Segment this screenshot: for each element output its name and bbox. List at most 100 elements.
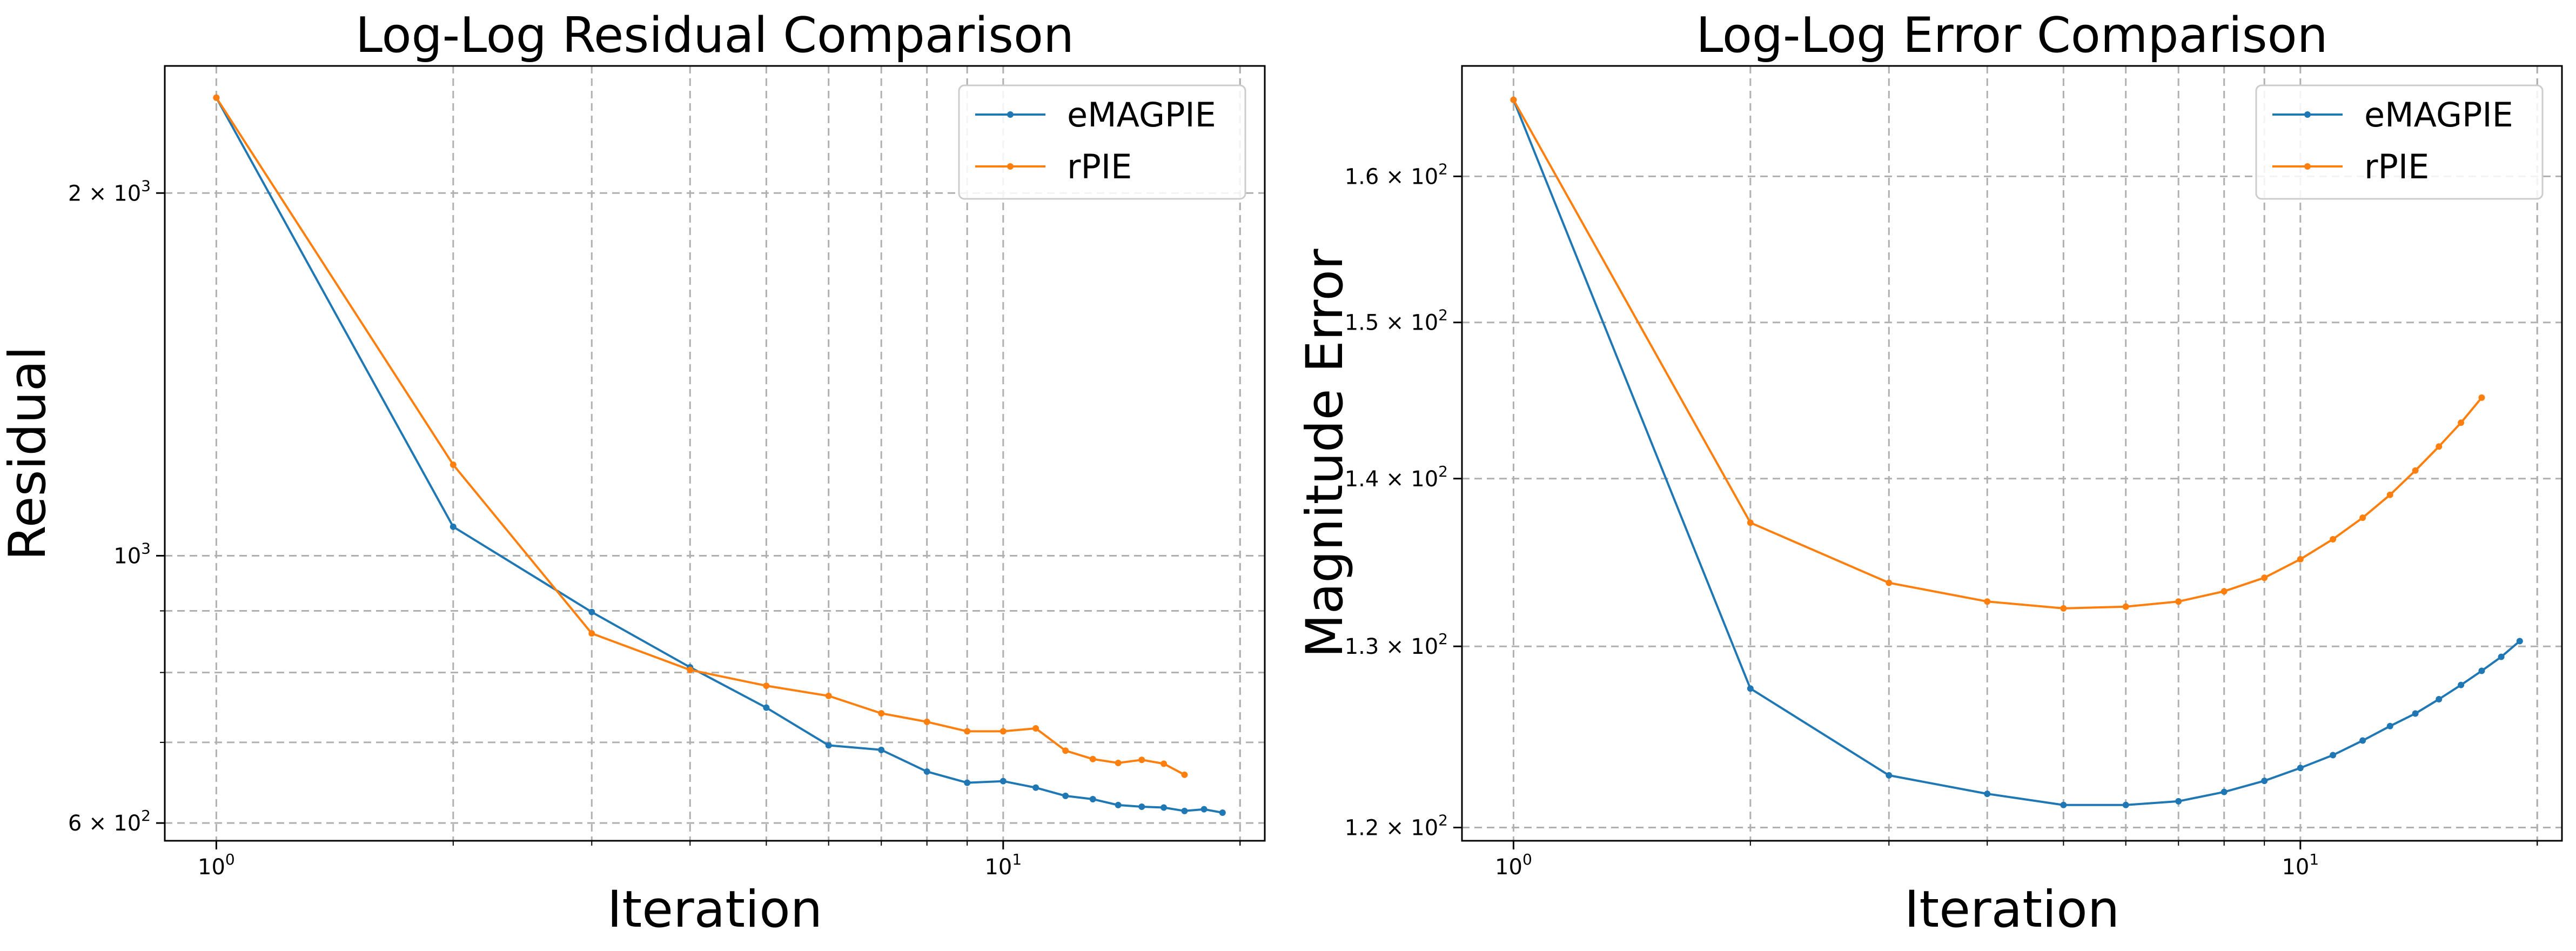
residual-emagpie-point: [1200, 806, 1208, 813]
residual-rpie-point: [1089, 755, 1096, 762]
residual-chart-panel: 100 101 6 × 102 103 2 × 103 Log-Log Residual …: [0, 7, 1266, 939]
error-rpie-point: [1984, 598, 1991, 605]
residual-rpie-point: [923, 718, 930, 725]
residual-rpie-point: [687, 666, 694, 673]
error-emagpie-point: [2261, 778, 2268, 785]
residual-rpie-point: [1115, 759, 1122, 766]
error-series-rpie: [1510, 96, 2485, 612]
residual-rpie-point: [964, 728, 971, 735]
residual-x-axis-label: Iteration: [607, 880, 823, 939]
residual-rpie-point: [999, 728, 1007, 735]
error-emagpie-point: [2458, 681, 2465, 688]
error-legend-label-rpie: rPIE: [2364, 147, 2429, 186]
error-plot-frame: [1461, 65, 2563, 842]
error-rpie-point: [1886, 579, 1893, 586]
residual-rpie-point: [1160, 760, 1168, 767]
residual-legend: eMAGPIE rPIE: [958, 84, 1246, 200]
error-rpie-point: [2436, 443, 2443, 450]
residual-rpie-point: [588, 630, 595, 637]
residual-series-emagpie: [213, 94, 1226, 816]
residual-emagpie-point: [1089, 796, 1096, 803]
residual-x-tick-label: 100: [198, 850, 235, 880]
residual-rpie-point: [825, 692, 832, 699]
error-rpie-point: [2359, 514, 2366, 521]
error-emagpie-point: [2221, 788, 2228, 795]
error-rpie-point: [2412, 467, 2419, 474]
error-rpie-point: [2221, 588, 2228, 595]
residual-chart-title: Log-Log Residual Comparison: [355, 7, 1074, 64]
residual-legend-label-emagpie: eMAGPIE: [1067, 95, 1216, 135]
residual-emagpie-point: [1062, 792, 1069, 799]
residual-emagpie-point: [999, 778, 1007, 785]
error-emagpie-point: [2175, 798, 2182, 805]
residual-x-tick-label: 101: [984, 850, 1022, 880]
error-rpie-point: [1747, 519, 1754, 526]
residual-rpie-point: [1138, 756, 1145, 764]
error-emagpie-point: [2122, 801, 2129, 808]
residual-y-axis-label: Residual: [0, 346, 57, 561]
error-rpie-point: [2386, 491, 2393, 498]
residual-emagpie-point: [1032, 784, 1039, 791]
residual-rpie-point: [763, 682, 770, 689]
error-legend-label-emagpie: eMAGPIE: [2364, 95, 2513, 135]
residual-y-tick-label: 2 × 103: [68, 177, 151, 206]
residual-legend-marker-rpie: [1007, 163, 1014, 170]
error-y-tick-label: 1.4 × 102: [1345, 463, 1448, 492]
error-emagpie-point: [2386, 722, 2393, 729]
residual-emagpie-point: [450, 523, 457, 530]
error-emagpie-point: [2359, 737, 2366, 744]
error-emagpie-point: [2330, 752, 2337, 759]
residual-rpie-point: [213, 94, 220, 101]
residual-emagpie-point: [1181, 807, 1188, 814]
residual-emagpie-point: [1219, 809, 1226, 816]
residual-legend-marker-emagpie: [1007, 111, 1014, 118]
error-emagpie-point: [2478, 667, 2485, 674]
error-emagpie-point: [2412, 710, 2419, 717]
error-x-axis-label: Iteration: [1904, 880, 2120, 939]
residual-rpie-point: [1032, 725, 1039, 732]
error-emagpie-point: [2060, 801, 2067, 808]
error-legend: eMAGPIE rPIE: [2255, 84, 2544, 200]
residual-emagpie-point: [1138, 803, 1145, 810]
residual-plot-frame: [164, 65, 1266, 842]
error-y-axis-label: Magnitude Error: [1296, 249, 1354, 658]
error-y-tick-label: 1.6 × 102: [1345, 160, 1448, 189]
error-y-tick-label: 1.5 × 102: [1345, 306, 1448, 336]
error-emagpie-line: [1512, 99, 2521, 806]
error-chart-panel: 100 101 1.2 × 102 1.3 × 102 1.4 × 102 1.5 × 1…: [1296, 7, 2563, 939]
error-emagpie-point: [2516, 638, 2523, 645]
residual-emagpie-point: [964, 779, 971, 786]
residual-emagpie-point: [588, 608, 595, 615]
residual-emagpie-point: [923, 768, 930, 775]
error-rpie-point: [2297, 555, 2304, 562]
residual-rpie-point: [878, 710, 885, 717]
error-emagpie-point: [1984, 791, 1991, 798]
error-emagpie-point: [2436, 695, 2443, 702]
error-rpie-point: [2122, 603, 2129, 610]
residual-emagpie-point: [1115, 801, 1122, 808]
error-rpie-point: [2458, 419, 2465, 426]
error-chart-title: Log-Log Error Comparison: [1696, 7, 2327, 64]
residual-emagpie-point: [1160, 804, 1168, 811]
error-rpie-point: [2060, 605, 2067, 612]
error-emagpie-point: [1747, 685, 1754, 692]
error-emagpie-point: [2297, 765, 2304, 772]
residual-rpie-point: [1062, 747, 1069, 754]
residual-emagpie-point: [825, 742, 832, 749]
residual-series-rpie: [213, 94, 1188, 778]
error-x-tick-label: 101: [2282, 850, 2319, 880]
error-legend-marker-emagpie: [2304, 111, 2311, 118]
error-rpie-point: [2478, 394, 2485, 401]
error-rpie-point: [2330, 535, 2337, 543]
residual-emagpie-point: [763, 704, 770, 711]
residual-y-tick-label: 6 × 102: [68, 807, 151, 836]
residual-grid: [165, 66, 1265, 841]
error-legend-marker-rpie: [2304, 163, 2311, 170]
residual-y-tick-label: 103: [113, 539, 151, 568]
error-x-tick-label: 100: [1495, 850, 1532, 880]
error-emagpie-point: [1886, 772, 1893, 779]
residual-rpie-point: [450, 461, 457, 468]
residual-emagpie-point: [878, 746, 885, 753]
error-y-tick-label: 1.3 × 102: [1345, 630, 1448, 659]
